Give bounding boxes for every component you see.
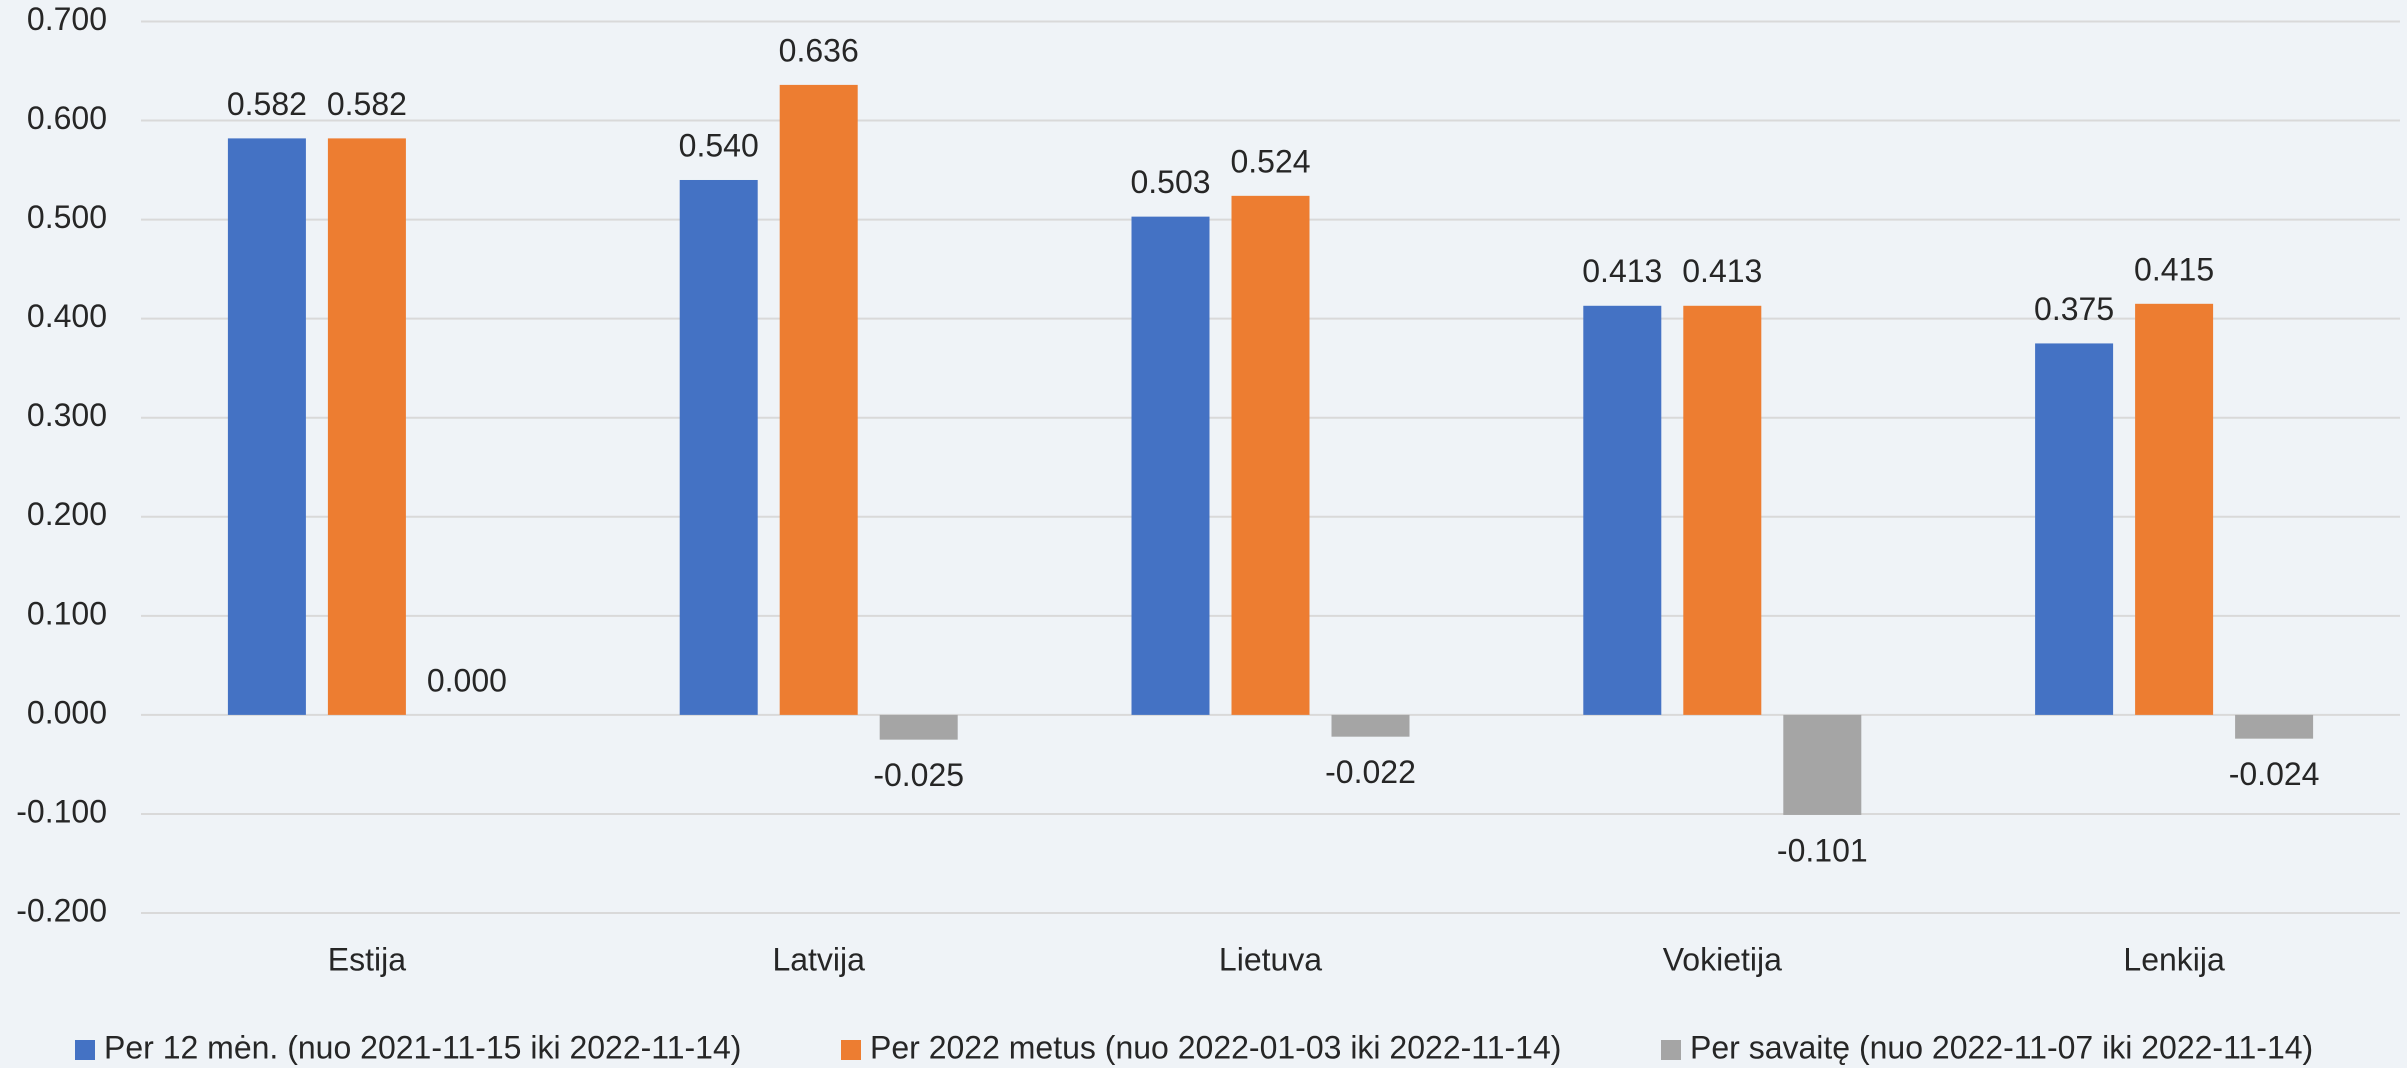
bar (2235, 714, 2314, 739)
y-tick-label: 0.500 (27, 199, 107, 235)
y-tick-label: 0.000 (27, 694, 107, 730)
legend-swatch (75, 1040, 95, 1060)
legend-label: Per savaitę (nuo 2022-11-07 iki 2022-11-… (1690, 1029, 2313, 1065)
data-label: 0.503 (1130, 164, 1210, 200)
bar (2035, 343, 2114, 715)
legend-label: Per 2022 metus (nuo 2022-01-03 iki 2022-… (870, 1029, 1561, 1065)
bar (1683, 305, 1762, 715)
x-tick-label: Latvija (772, 941, 865, 977)
x-tick-label: Estija (328, 941, 406, 977)
y-tick-label: -0.100 (16, 793, 107, 829)
data-label: 0.582 (227, 86, 307, 122)
bar (2135, 303, 2214, 715)
legend-label: Per 12 mėn. (nuo 2021-11-15 iki 2022-11-… (104, 1029, 741, 1065)
x-tick-label: Lietuva (1219, 941, 1322, 977)
legend-swatch (841, 1040, 861, 1060)
data-label: 0.000 (427, 662, 507, 698)
data-label: -0.022 (1325, 754, 1416, 790)
y-tick-label: 0.700 (27, 1, 107, 37)
y-tick-label: 0.200 (27, 496, 107, 532)
data-label: -0.101 (1777, 832, 1868, 868)
y-tick-label: -0.200 (16, 892, 107, 928)
data-label: 0.413 (1682, 253, 1762, 289)
data-label: 0.636 (779, 32, 859, 68)
data-label: 0.582 (327, 86, 407, 122)
bar (1231, 195, 1310, 715)
data-label: -0.025 (873, 757, 964, 793)
x-tick-label: Vokietija (1663, 941, 1782, 977)
y-tick-label: 0.400 (27, 298, 107, 334)
bar (1131, 216, 1210, 715)
bar (779, 84, 858, 715)
y-tick-label: 0.300 (27, 397, 107, 433)
bar (1331, 714, 1410, 737)
data-label: 0.540 (679, 127, 759, 163)
x-tick-label: Lenkija (2123, 941, 2225, 977)
data-label: -0.024 (2229, 756, 2320, 792)
bar (1783, 714, 1862, 815)
legend-swatch (1661, 1040, 1681, 1060)
bar (1583, 305, 1662, 715)
data-label: 0.413 (1582, 253, 1662, 289)
data-label: 0.524 (1230, 143, 1310, 179)
bar (679, 179, 758, 715)
bar (227, 138, 306, 715)
data-label: 0.415 (2134, 251, 2214, 287)
y-tick-label: 0.100 (27, 595, 107, 631)
bar (879, 714, 958, 740)
data-label: 0.375 (2034, 291, 2114, 327)
y-tick-label: 0.600 (27, 100, 107, 136)
bar (327, 138, 406, 715)
